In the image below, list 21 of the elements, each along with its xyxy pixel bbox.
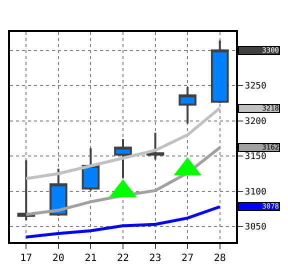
candlestick bbox=[17, 159, 36, 222]
x-tick-label: 23 bbox=[149, 253, 162, 264]
y-tick-label: 3100 bbox=[244, 187, 266, 198]
x-tick-label: 28 bbox=[214, 253, 226, 264]
line-series bbox=[24, 106, 222, 180]
x-tick-label: 21 bbox=[84, 253, 97, 264]
x-tick-label: 20 bbox=[52, 253, 64, 264]
candlestick bbox=[146, 132, 164, 161]
y-tick-label: 3200 bbox=[244, 116, 266, 127]
y-tick-label: 3150 bbox=[244, 152, 266, 162]
y-tick-label: 3050 bbox=[244, 222, 266, 233]
y-tick-label: 3250 bbox=[244, 82, 266, 92]
line-series bbox=[24, 205, 222, 239]
candlestick bbox=[210, 39, 229, 104]
candlestick bbox=[50, 168, 68, 217]
x-tick-label: 17 bbox=[20, 253, 32, 264]
candlestick bbox=[114, 138, 132, 179]
x-tick-label: 22 bbox=[116, 253, 130, 264]
candlestick bbox=[178, 86, 196, 125]
candlestick bbox=[82, 147, 100, 192]
x-tick-label: 27 bbox=[182, 253, 194, 264]
